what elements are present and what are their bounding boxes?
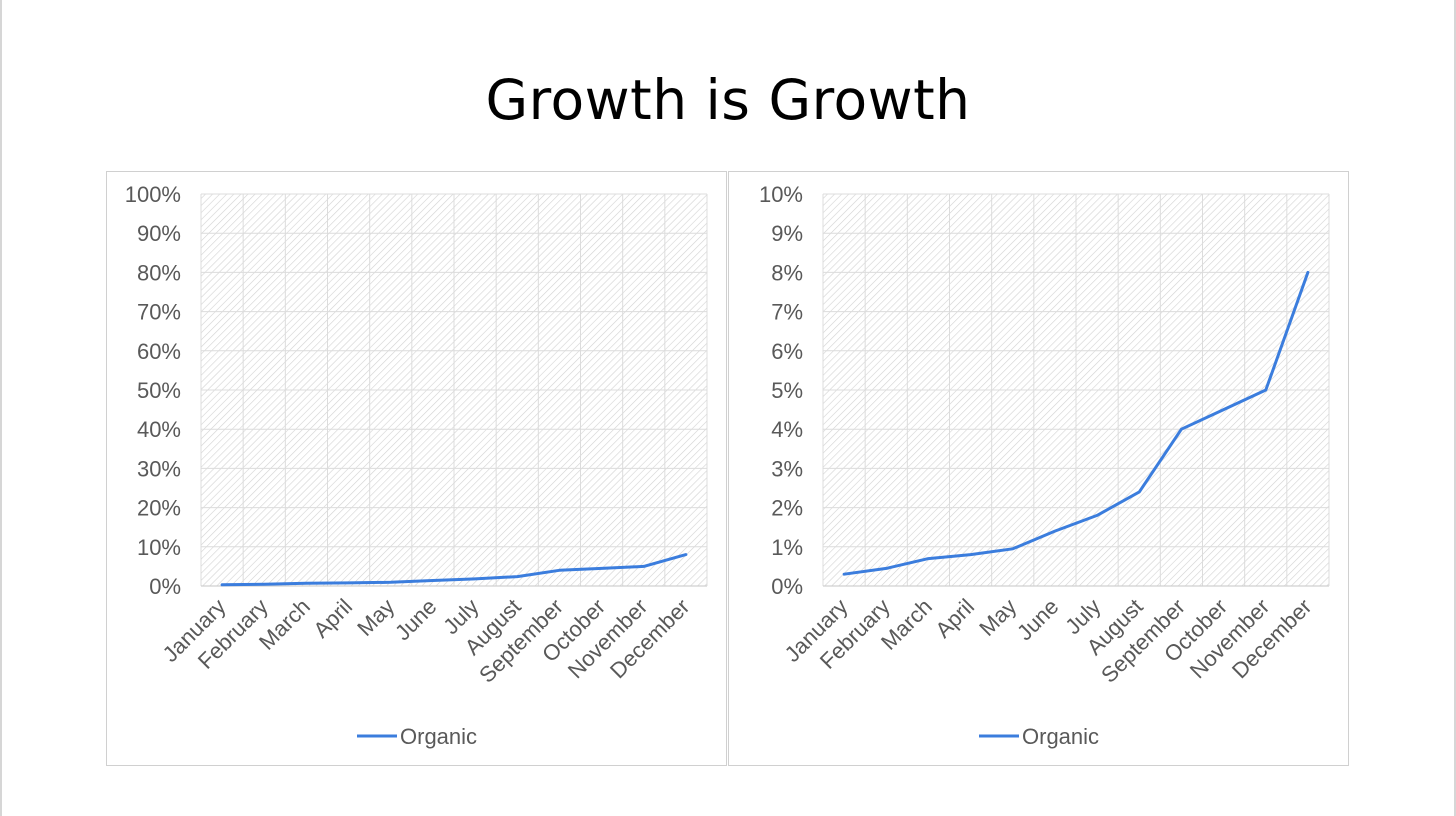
x-tick-label: May: [352, 594, 399, 641]
y-tick-label: 4%: [771, 417, 803, 442]
y-tick-label: 80%: [137, 260, 181, 285]
series-line-organic: [842, 270, 1310, 576]
y-tick-label: 60%: [137, 339, 181, 364]
frame-left-edge: [0, 0, 2, 816]
y-tick-label: 40%: [137, 417, 181, 442]
y-tick-label: 0%: [771, 574, 803, 599]
frame-right-edge: [1454, 0, 1456, 816]
y-tick-label: 7%: [771, 300, 803, 325]
chart-linear-scale: 0% 10% 20% 30% 40% 50% 60% 70% 80% 90% 100% January…: [106, 171, 727, 766]
series-line-organic: [220, 553, 688, 587]
x-tick-label: May: [974, 594, 1021, 641]
y-tick-label: 90%: [137, 221, 181, 246]
x-tick-label: April: [308, 594, 357, 643]
y-tick-label: 70%: [137, 300, 181, 325]
chart-zoomed-scale: 0% 1% 2% 3% 4% 5% 6% 7% 8% 9% 10% January February Ma…: [728, 171, 1349, 766]
y-tick-label: 20%: [137, 496, 181, 521]
y-tick-label: 0%: [149, 574, 181, 599]
y-tick-label: 6%: [771, 339, 803, 364]
y-tick-label: 5%: [771, 378, 803, 403]
y-tick-label: 100%: [125, 182, 181, 207]
y-tick-label: 30%: [137, 456, 181, 481]
page-title: Growth is Growth: [485, 68, 971, 132]
legend-label: Organic: [1022, 724, 1099, 749]
y-tick-label: 1%: [771, 535, 803, 560]
x-tick-label: June: [390, 594, 441, 645]
y-tick-label: 2%: [771, 496, 803, 521]
y-tick-label: 9%: [771, 221, 803, 246]
y-tick-label: 3%: [771, 456, 803, 481]
legend-label: Organic: [400, 724, 477, 749]
y-tick-label: 10%: [759, 182, 803, 207]
chart-right-svg: 0%1%2%3%4%5%6%7%8%9%10%JanuaryFebruaryMa…: [759, 182, 1330, 749]
y-tick-label: 8%: [771, 260, 803, 285]
x-tick-label: June: [1012, 594, 1063, 645]
chart-left-svg: 0%10%20%30%40%50%60%70%80%90%100%January…: [125, 182, 708, 749]
y-tick-label: 10%: [137, 535, 181, 560]
y-tick-label: 50%: [137, 378, 181, 403]
x-tick-label: April: [930, 594, 979, 643]
